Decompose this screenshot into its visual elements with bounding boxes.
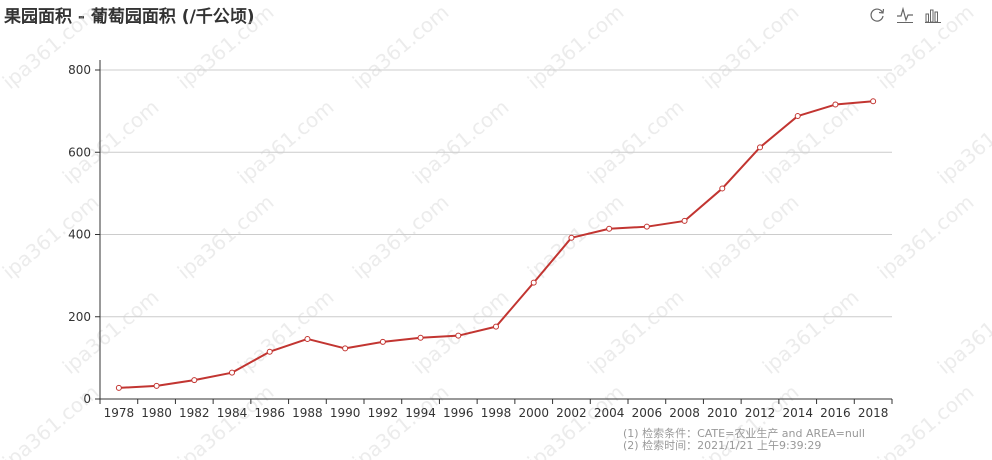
data-point[interactable] — [455, 332, 462, 339]
y-tick-label: 800 — [68, 63, 91, 77]
watermark-text: ipa361.com — [933, 95, 992, 189]
watermark-text: ipa361.com — [58, 285, 164, 379]
x-tick-label: 2000 — [518, 406, 549, 420]
x-tick-label: 1978 — [104, 406, 135, 420]
watermark-text: ipa361.com — [873, 190, 979, 284]
data-point[interactable] — [493, 323, 499, 330]
y-tick-label: 600 — [68, 145, 91, 159]
grid-lines — [100, 69, 892, 318]
x-tick-label: 2006 — [632, 406, 663, 420]
y-tick-label: 0 — [83, 392, 91, 406]
axes: 0 200 400 600 800 1978 1980 1982 1984 1986 1988 199… — [68, 60, 893, 420]
watermark-text: ipa361.com — [873, 380, 979, 460]
x-tick-label: 2016 — [820, 406, 851, 420]
data-point[interactable] — [417, 334, 424, 341]
data-point[interactable] — [606, 225, 613, 232]
watermark-text: ipa361.com — [0, 0, 103, 94]
y-tick-label: 200 — [68, 310, 91, 324]
x-tick-label: 2010 — [707, 406, 738, 420]
watermark-text: ipa361.com — [873, 0, 979, 94]
footnote-criteria: (1) 检索条件：CATE=农业生产 and AREA=null — [623, 427, 865, 440]
watermark-text: ipa361.com — [58, 95, 164, 189]
data-point[interactable] — [643, 223, 650, 230]
bar-chart-icon[interactable] — [924, 6, 942, 24]
watermark-text: ipa361.com — [408, 95, 514, 189]
line-chart-icon[interactable] — [896, 6, 914, 24]
watermark-text: ipa361.com — [698, 0, 804, 94]
data-point[interactable] — [681, 217, 688, 224]
restore-icon[interactable] — [868, 6, 886, 24]
x-tick-label: 2004 — [594, 406, 625, 420]
chart-title: 果园面积 - 葡萄园面积 (/千公顷) — [4, 7, 255, 27]
watermark-text: ipa361.com — [583, 95, 689, 189]
x-tick-label: 1990 — [330, 406, 361, 420]
x-tick-label: 1982 — [179, 406, 210, 420]
data-point[interactable] — [266, 348, 273, 355]
data-point[interactable] — [832, 101, 839, 108]
data-point[interactable] — [153, 382, 160, 389]
x-tick-label: 2012 — [745, 406, 776, 420]
y-tick-label: 400 — [68, 228, 91, 242]
watermark-text: ipa361.com — [173, 190, 279, 284]
data-point[interactable] — [530, 279, 537, 286]
watermark-text: ipa361.com — [758, 285, 864, 379]
x-tick-label: 1986 — [254, 406, 285, 420]
watermark-text: ipa361.com — [583, 285, 689, 379]
x-tick-label: 1984 — [217, 406, 248, 420]
watermark-text: ipa361.com — [173, 0, 279, 94]
x-tick-label: 2008 — [669, 406, 700, 420]
toolbox — [868, 6, 942, 24]
data-point[interactable] — [568, 234, 575, 241]
x-tick-label: 2018 — [858, 406, 889, 420]
data-point[interactable] — [342, 345, 349, 352]
x-tick-label: 1980 — [141, 406, 172, 420]
data-point[interactable] — [115, 384, 122, 391]
watermark-text: ipa361.com — [348, 380, 454, 460]
series-layer — [115, 98, 877, 391]
data-point[interactable] — [229, 369, 235, 376]
x-tick-label: 2014 — [782, 406, 813, 420]
watermark-text: ipa361.com — [933, 285, 992, 379]
watermark-text: ipa361.com — [523, 0, 629, 94]
data-point[interactable] — [191, 377, 198, 384]
data-point[interactable] — [304, 335, 311, 342]
footnote-time: (2) 检索时间：2021/1/21 上午9:39:29 — [623, 439, 822, 452]
watermark-text: ipa361.com — [348, 0, 454, 94]
watermark-text: ipa361.com — [233, 285, 339, 379]
data-point[interactable] — [870, 98, 877, 105]
x-tick-label: 1988 — [292, 406, 323, 420]
watermark-text: ipa361.com — [698, 190, 804, 284]
x-tick-label: 1998 — [481, 406, 512, 420]
x-tick-label: 2002 — [556, 406, 587, 420]
watermark-text: ipa361.com — [758, 95, 864, 189]
x-tick-label: 1994 — [405, 406, 436, 420]
x-tick-label: 1996 — [443, 406, 474, 420]
data-point[interactable] — [379, 338, 386, 345]
watermark-text: ipa361.com — [233, 95, 339, 189]
x-tick-label: 1992 — [368, 406, 399, 420]
watermark-text: ipa361.com — [348, 190, 454, 284]
data-point[interactable] — [794, 113, 801, 120]
data-point[interactable] — [719, 185, 726, 192]
data-point[interactable] — [757, 144, 763, 151]
watermark-text: ipa361.com — [408, 285, 514, 379]
